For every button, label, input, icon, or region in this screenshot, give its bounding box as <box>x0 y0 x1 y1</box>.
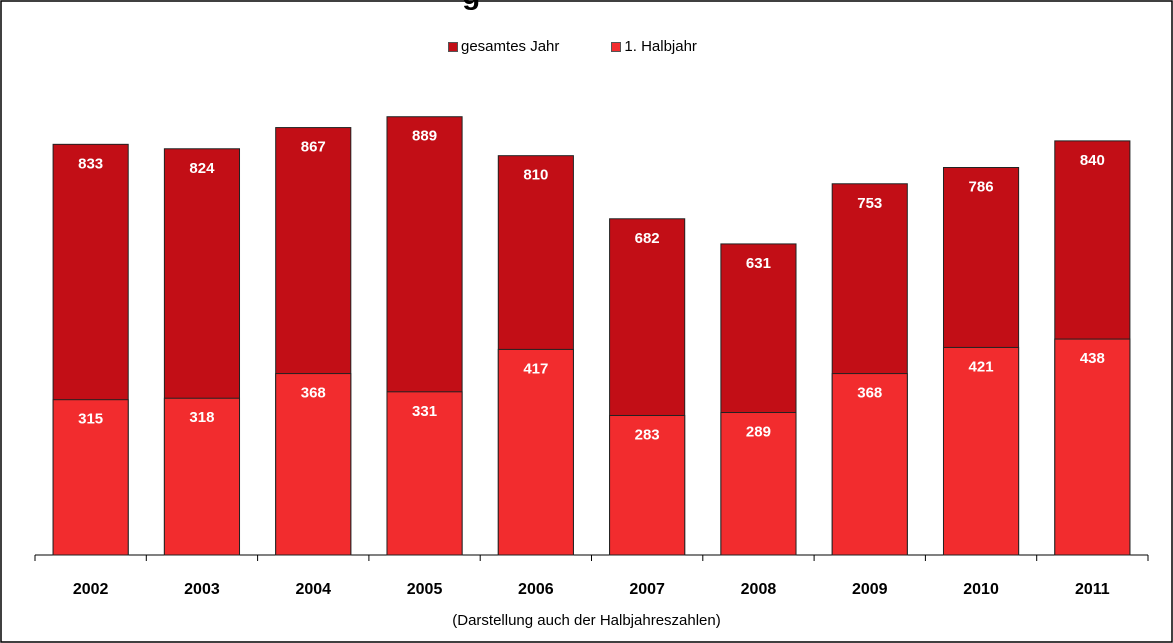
legend-swatch-full-year <box>448 41 458 52</box>
x-tick-label-2002: 2002 <box>73 581 109 598</box>
x-tick-label-2010: 2010 <box>963 581 999 598</box>
data-label-half-year-2009: 368 <box>857 385 882 402</box>
bar-half-year-2005 <box>386 391 463 556</box>
legend-label-half-year: 1. Halbjahr <box>624 38 697 55</box>
data-label-half-year-2006: 417 <box>523 360 548 377</box>
data-label-half-year-2010: 421 <box>969 358 994 375</box>
chart-title-fragment: g <box>462 0 480 12</box>
bar-half-year-2002 <box>52 399 129 556</box>
bar-half-year-2003 <box>163 397 241 556</box>
x-tick-label-2007: 2007 <box>629 581 665 598</box>
legend-swatch-half-year <box>611 41 622 52</box>
legend-label-full-year: gesamtes Jahr <box>461 38 560 55</box>
data-label-full-year-2010: 786 <box>969 179 994 196</box>
bar-half-year-2009 <box>831 373 908 556</box>
data-label-full-year-2009: 753 <box>857 195 882 212</box>
data-label-full-year-2006: 810 <box>523 167 548 184</box>
data-label-half-year-2008: 289 <box>746 424 771 441</box>
data-label-half-year-2003: 318 <box>189 409 214 426</box>
bar-half-year-2007 <box>609 414 686 556</box>
bar-half-year-2010 <box>942 346 1020 556</box>
data-label-full-year-2004: 867 <box>301 139 326 156</box>
data-label-full-year-2007: 682 <box>635 230 660 247</box>
bar-half-year-2011 <box>1054 338 1131 556</box>
data-label-half-year-2005: 331 <box>412 403 437 420</box>
x-tick-label-2003: 2003 <box>184 581 220 598</box>
x-tick-label-2008: 2008 <box>741 581 777 598</box>
data-label-full-year-2003: 824 <box>189 160 215 177</box>
data-label-full-year-2002: 833 <box>78 155 103 172</box>
x-tick-label-2009: 2009 <box>852 581 888 598</box>
data-label-half-year-2007: 283 <box>635 426 660 443</box>
legend-item-half-year: 1. Halbjahr <box>611 38 697 55</box>
x-tick-label-2005: 2005 <box>407 581 443 598</box>
chart-legend: gesamtes Jahr 1. Halbjahr <box>448 38 749 55</box>
data-label-half-year-2011: 438 <box>1080 350 1105 367</box>
legend-item-full-year: gesamtes Jahr <box>448 38 559 55</box>
bar-half-year-2006 <box>497 348 574 556</box>
chart-caption: (Darstellung auch der Halbjahreszahlen) <box>452 612 721 629</box>
bar-half-year-2004 <box>275 373 352 556</box>
data-label-full-year-2005: 889 <box>412 128 437 145</box>
x-tick-label-2011: 2011 <box>1075 581 1110 598</box>
data-label-half-year-2002: 315 <box>78 411 103 428</box>
x-tick-label-2004: 2004 <box>295 581 331 598</box>
x-tick-label-2006: 2006 <box>518 581 554 598</box>
data-label-half-year-2004: 368 <box>301 385 326 402</box>
data-label-full-year-2008: 631 <box>746 255 771 272</box>
data-label-full-year-2011: 840 <box>1080 152 1105 169</box>
bar-half-year-2008 <box>720 412 797 556</box>
